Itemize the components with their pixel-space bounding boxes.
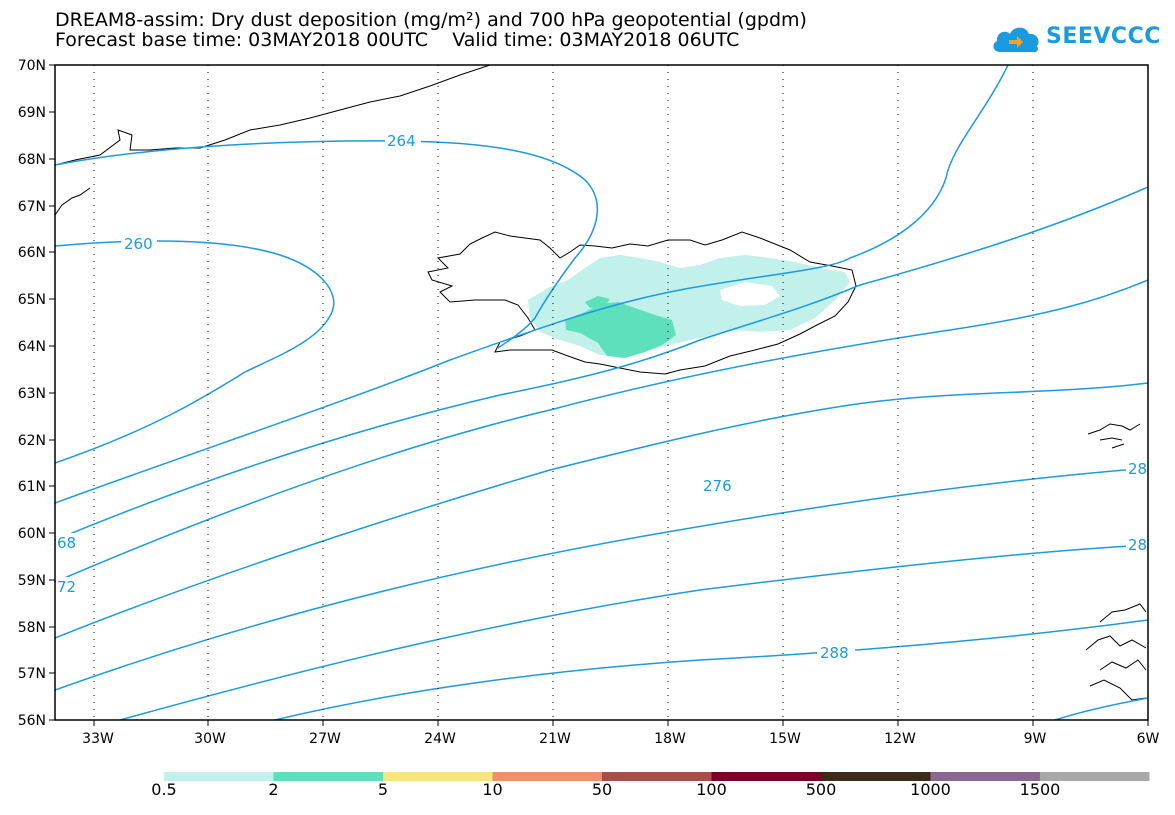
legend-label: 0.5 bbox=[151, 780, 177, 799]
contour-ne-a bbox=[55, 65, 1009, 504]
greenland-coast-west bbox=[55, 187, 91, 216]
dust-area-medium-2 bbox=[585, 296, 610, 308]
faroe-islands bbox=[1087, 423, 1141, 449]
latitude-labels: 70N 69N 68N 67N 66N 65N 64N 63N 62N 61N … bbox=[18, 58, 46, 729]
contour-272 bbox=[55, 382, 1148, 639]
coastlines bbox=[55, 65, 1147, 701]
lat-label: 65N bbox=[18, 292, 46, 308]
lon-label: 33W bbox=[82, 731, 114, 747]
contour-label-264: 264 bbox=[387, 132, 416, 150]
lat-label: 59N bbox=[18, 573, 46, 589]
contour-label-260: 260 bbox=[124, 235, 153, 253]
lon-label: 21W bbox=[539, 731, 571, 747]
logo-text: SEEVCCC bbox=[1046, 24, 1161, 49]
lat-label: 62N bbox=[18, 433, 46, 449]
lat-label: 67N bbox=[18, 199, 46, 215]
legend-swatch bbox=[492, 772, 602, 781]
graticule bbox=[93, 65, 1034, 720]
lat-label: 70N bbox=[18, 58, 46, 74]
contour-288 bbox=[1054, 697, 1148, 720]
contour-260 bbox=[55, 240, 335, 464]
contour-label-28-b: 28 bbox=[1128, 536, 1147, 554]
contour-label-272-edge: 72 bbox=[57, 578, 76, 596]
lat-label: 61N bbox=[18, 479, 46, 495]
lon-label: 24W bbox=[424, 731, 456, 747]
geopotential-contours bbox=[55, 65, 1148, 720]
legend-swatch bbox=[602, 772, 712, 781]
lon-label: 9W bbox=[1024, 731, 1047, 747]
lat-label: 66N bbox=[18, 245, 46, 261]
legend-swatch bbox=[1040, 772, 1150, 781]
chart-title: DREAM8-assim: Dry dust deposition (mg/m²… bbox=[55, 9, 807, 31]
dust-shading bbox=[528, 255, 850, 358]
legend-label: 10 bbox=[482, 780, 503, 799]
contour-276 bbox=[55, 467, 1148, 691]
legend-label: 1500 bbox=[1019, 780, 1061, 799]
cloud-icon bbox=[993, 27, 1039, 53]
forecast-times: Forecast base time: 03MAY2018 00UTC Vali… bbox=[55, 29, 740, 51]
tick-marks bbox=[49, 64, 1149, 726]
legend-swatch bbox=[273, 772, 383, 781]
contour-284 bbox=[274, 619, 1148, 720]
legend-swatch bbox=[383, 772, 493, 781]
legend-colorbar bbox=[164, 772, 1150, 781]
lat-label: 64N bbox=[18, 339, 46, 355]
contour-label-276: 276 bbox=[703, 477, 732, 495]
contour-labels: 264 260 276 288 68 72 28 28 bbox=[56, 131, 1148, 662]
legend-swatch bbox=[821, 772, 931, 781]
lon-label: 15W bbox=[769, 731, 801, 747]
dust-gap bbox=[720, 282, 780, 306]
contour-label-288: 288 bbox=[820, 644, 849, 662]
dust-area-medium bbox=[565, 302, 676, 358]
lat-label: 56N bbox=[18, 713, 46, 729]
legend-label: 5 bbox=[377, 780, 389, 799]
contour-ne-b bbox=[55, 186, 1148, 541]
lat-label: 68N bbox=[18, 152, 46, 168]
contour-280 bbox=[119, 544, 1148, 720]
legend-label: 2 bbox=[268, 780, 279, 799]
legend-swatch bbox=[164, 772, 274, 781]
lat-label: 69N bbox=[18, 105, 46, 121]
legend-label: 100 bbox=[696, 780, 727, 799]
legend-label: 500 bbox=[805, 780, 837, 799]
greenland-coast-north bbox=[55, 65, 491, 166]
legend-swatch bbox=[930, 772, 1040, 781]
seevccc-logo: SEEVCCC bbox=[990, 20, 1160, 60]
legend-label: 50 bbox=[591, 780, 613, 799]
lon-label: 27W bbox=[309, 731, 341, 747]
lat-label: 57N bbox=[18, 666, 46, 682]
contour-label-28-a: 28 bbox=[1128, 460, 1147, 478]
contour-label-268-edge: 68 bbox=[57, 534, 76, 552]
contour-268 bbox=[55, 279, 1148, 583]
longitude-labels: 33W 30W 27W 24W 21W 18W 15W 12W 9W 6W bbox=[82, 731, 1159, 747]
lon-label: 30W bbox=[194, 731, 226, 747]
contour-264 bbox=[55, 140, 599, 349]
lon-label: 6W bbox=[1137, 731, 1160, 747]
lat-label: 60N bbox=[18, 526, 46, 542]
lat-label: 58N bbox=[18, 620, 46, 636]
lat-label: 63N bbox=[18, 386, 46, 402]
lon-label: 12W bbox=[884, 731, 916, 747]
legend-swatch bbox=[711, 772, 821, 781]
plot-frame bbox=[54, 64, 1149, 721]
scotland-coast bbox=[1085, 603, 1147, 701]
lon-label: 18W bbox=[654, 731, 686, 747]
legend-label: 1000 bbox=[910, 780, 951, 799]
